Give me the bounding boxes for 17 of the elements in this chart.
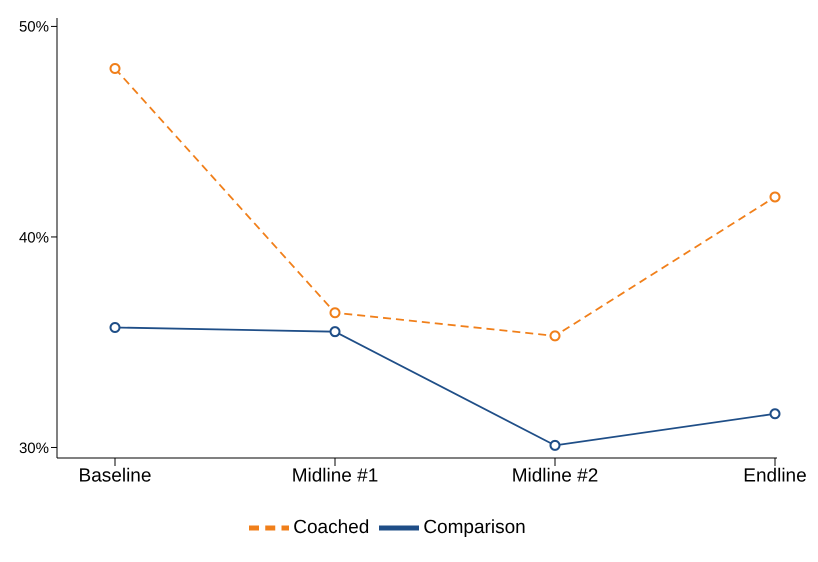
- y-tick-label: 30%: [18, 440, 49, 457]
- point: [770, 408, 780, 420]
- point: [550, 440, 560, 451]
- legend-label: Coached: [293, 517, 370, 538]
- point: [110, 63, 120, 74]
- x-tick-label: Baseline: [78, 465, 152, 486]
- point: [770, 191, 780, 202]
- y-tick-label: 40%: [18, 229, 49, 246]
- point: [330, 326, 340, 338]
- y-tick-label: 50%: [18, 18, 49, 36]
- x-tick-label: Midline #2: [512, 465, 598, 486]
- point: [550, 330, 560, 342]
- legend-label: Comparison: [423, 517, 526, 538]
- x-tick-label: Endline: [743, 465, 807, 486]
- x-tick-label: Midline #1: [292, 465, 378, 486]
- point: [330, 307, 340, 318]
- point: [110, 322, 120, 333]
